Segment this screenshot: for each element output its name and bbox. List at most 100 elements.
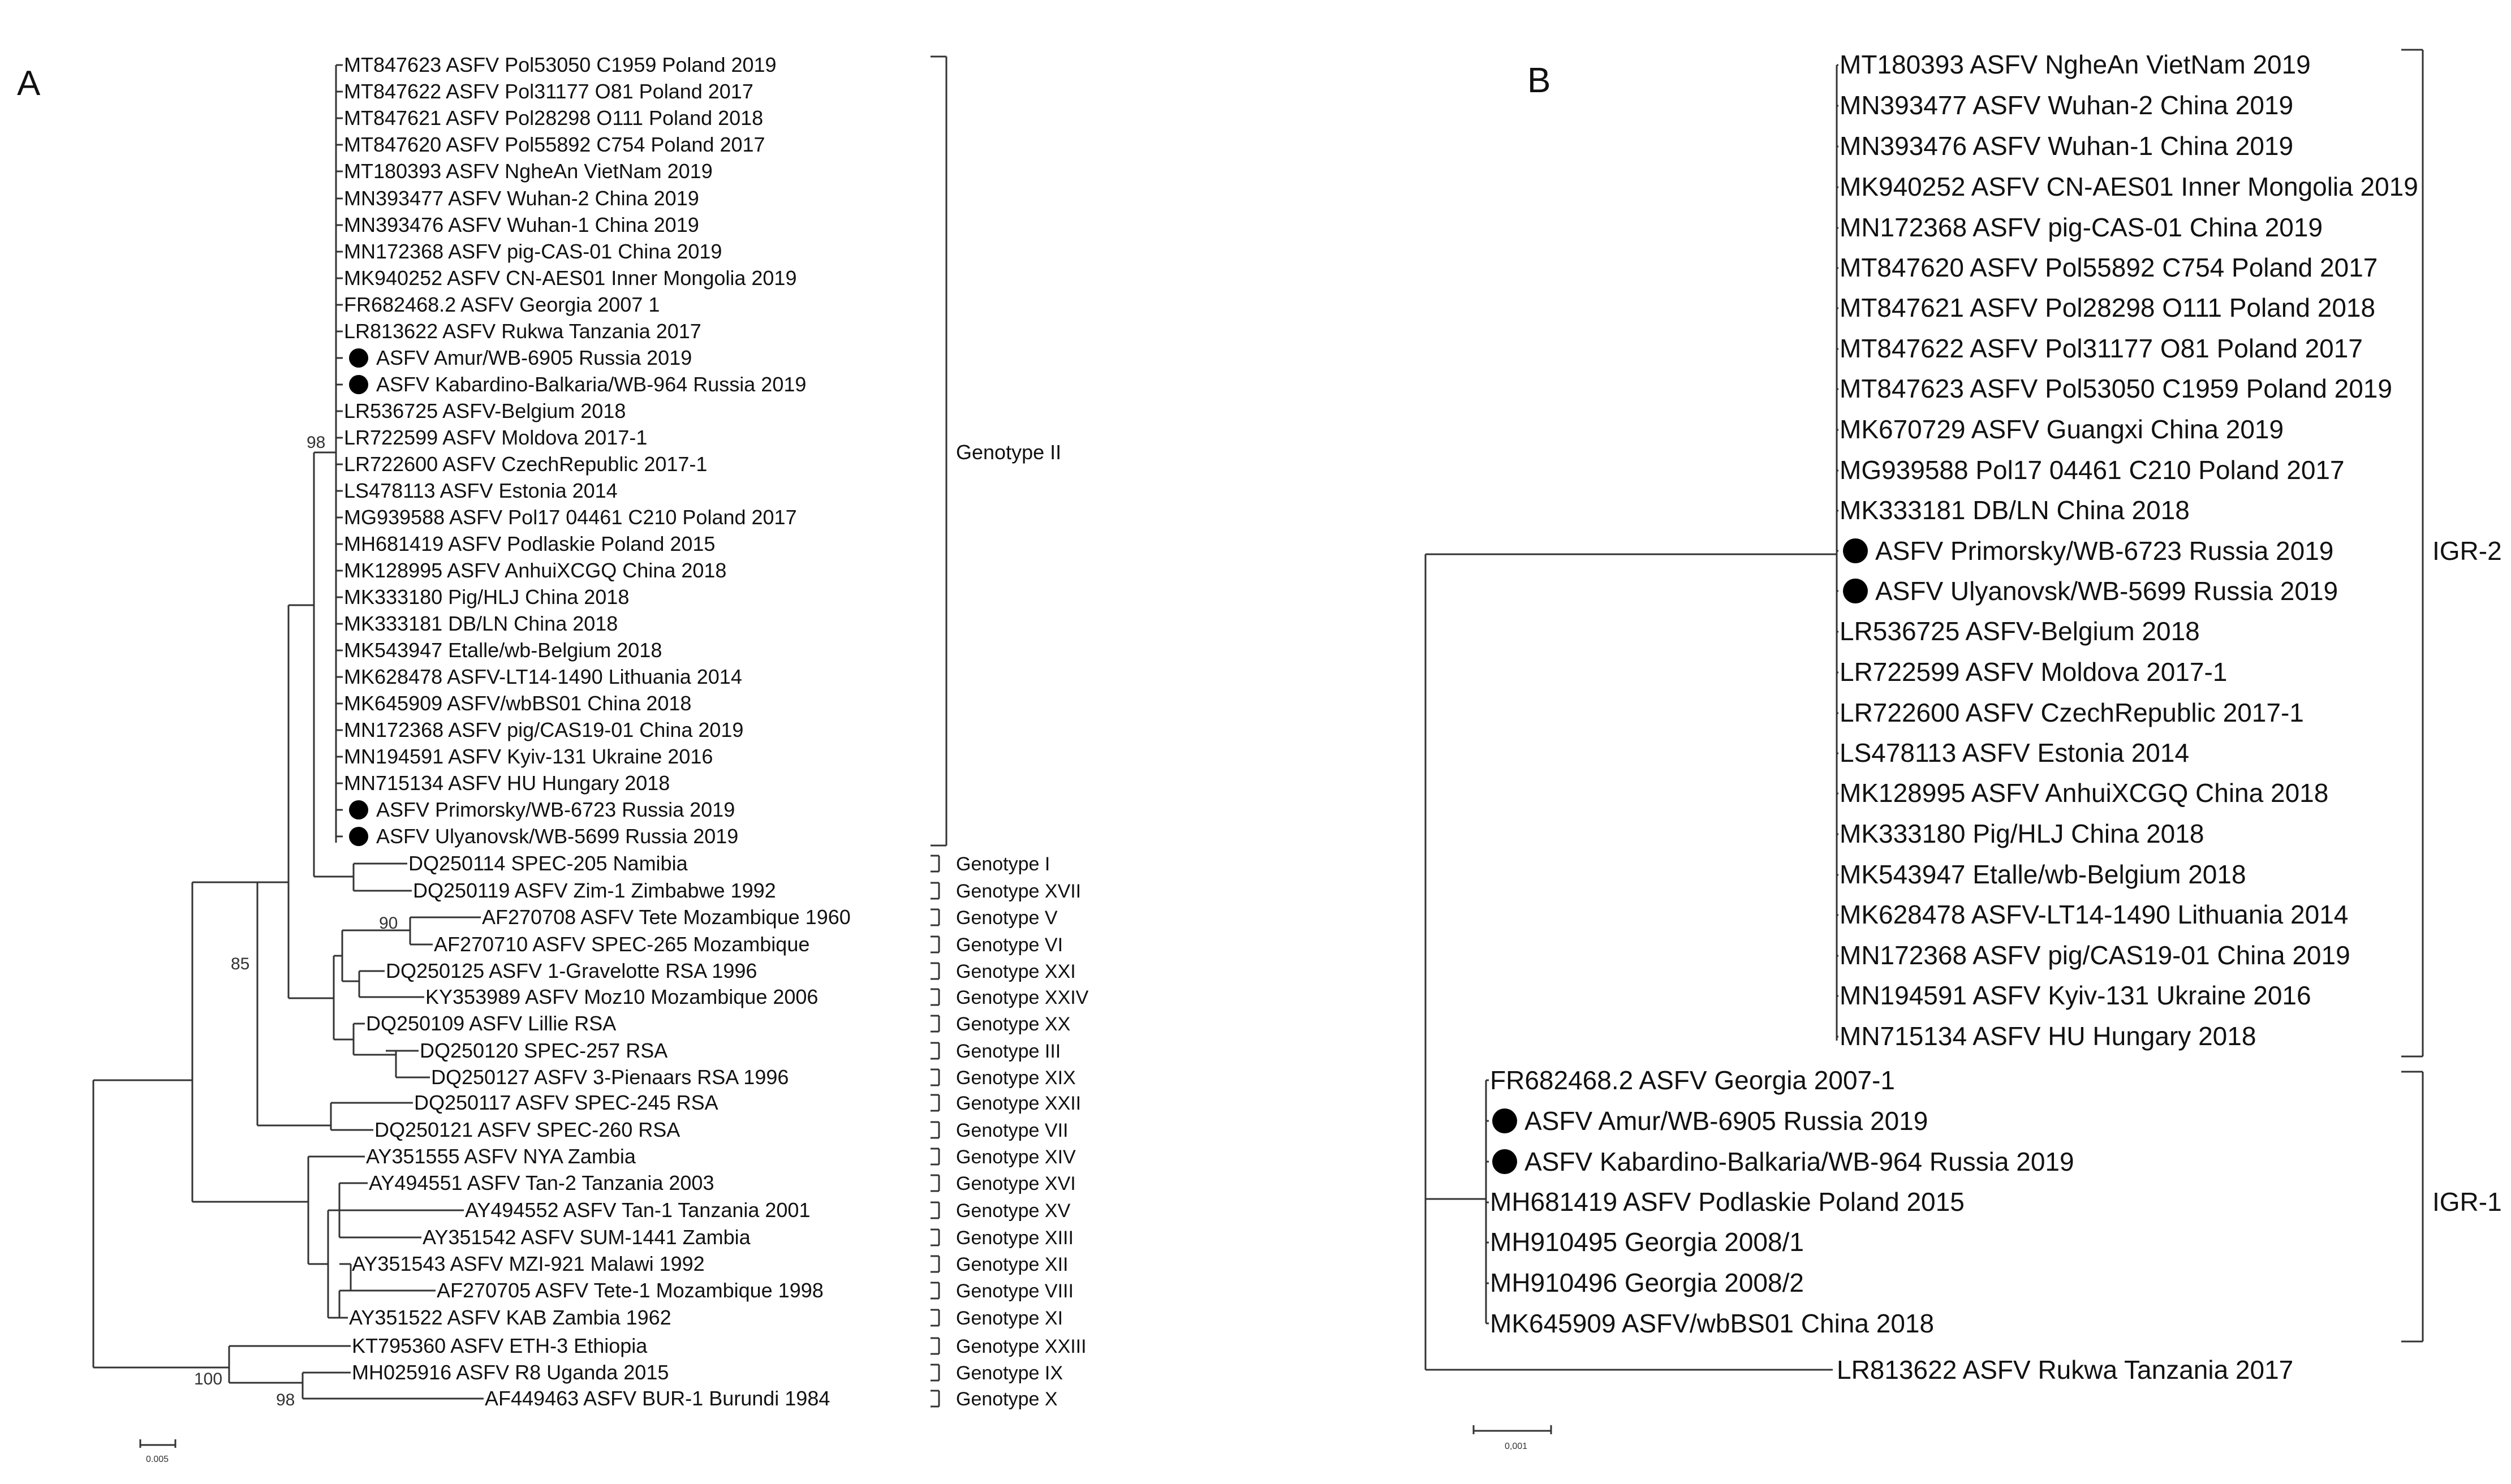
panel-a-taxon: MT847620 ASFV Pol55892 C754 Poland 2017 (344, 133, 765, 156)
genotype-label: Genotype VIII (956, 1280, 1074, 1302)
panel-b-taxon: LR722599 ASFV Moldova 2017-1 (1840, 657, 2227, 687)
genotype-label: Genotype XVI (956, 1173, 1076, 1194)
panel-b-taxon: FR682468.2 ASFV Georgia 2007-1 (1490, 1065, 1895, 1095)
panel-a-taxon: MN715134 ASFV HU Hungary 2018 (344, 771, 670, 795)
panel-a-taxon: MK333181 DB/LN China 2018 (344, 612, 618, 635)
panel-b-taxon: LR813622 ASFV Rukwa Tanzania 2017 (1837, 1355, 2293, 1384)
panel-b-taxon: MN393476 ASFV Wuhan-1 China 2019 (1840, 131, 2293, 161)
panel-a-taxon: AF270708 ASFV Tete Mozambique 1960 (482, 905, 851, 929)
panel-a-taxon: MK333180 Pig/HLJ China 2018 (344, 585, 629, 609)
panel-b-taxon: ASFV Kabardino-Balkaria/WB-964 Russia 20… (1524, 1147, 2074, 1176)
panel-a-taxon: MT180393 ASFV NgheAn VietNam 2019 (344, 159, 713, 183)
panel-a-taxon: MK645909 ASFV/wbBS01 China 2018 (344, 692, 691, 715)
panel-b-taxon: MN172368 ASFV pig/CAS19-01 China 2019 (1840, 941, 2350, 970)
panel-b-group-brackets: IGR-2 IGR-1 (2401, 49, 2502, 1343)
russian-isolate-marker (349, 348, 368, 368)
genotype-label: Genotype XVII (956, 881, 1081, 902)
russian-isolate-marker (1492, 1108, 1517, 1133)
panel-a-taxon: MK543947 Etalle/wb-Belgium 2018 (344, 639, 662, 662)
panel-a-bootstrap-98-top: 98 (307, 433, 325, 452)
panel-b-taxon: MT847623 ASFV Pol53050 C1959 Poland 2019 (1840, 374, 2392, 403)
panel-a-genotype-small-brackets: Genotype I Genotype XVII Genotype V Genotyp… (931, 853, 1089, 1410)
panel-a-label: A (17, 64, 41, 103)
panel-a-scale-value: 0.005 (146, 1455, 169, 1464)
panel-b-taxon: MK128995 ASFV AnhuiXCGQ China 2018 (1840, 778, 2328, 808)
panel-a-taxon: MN172368 ASFV pig-CAS-01 China 2019 (344, 240, 722, 263)
genotype-label: Genotype XIX (956, 1067, 1076, 1089)
panel-a-bootstrap-100: 100 (194, 1370, 222, 1388)
panel-b-taxon: LR536725 ASFV-Belgium 2018 (1840, 616, 2200, 646)
russian-isolate-marker (1843, 579, 1868, 603)
russian-isolate-marker (349, 375, 368, 394)
panel-a-taxon: MT847622 ASFV Pol31177 O81 Poland 2017 (344, 80, 753, 103)
panel-a-taxon: MT847621 ASFV Pol28298 O111 Poland 2018 (344, 106, 763, 130)
panel-a-taxon: DQ250109 ASFV Lillie RSA (366, 1012, 616, 1035)
panel-b-taxon: MG939588 Pol17 04461 C210 Poland 2017 (1840, 455, 2345, 485)
genotype-label: Genotype XIII (956, 1227, 1074, 1249)
panel-a-taxon: MK128995 ASFV AnhuiXCGQ China 2018 (344, 559, 726, 582)
panel-b-taxon: MK543947 Etalle/wb-Belgium 2018 (1840, 860, 2246, 889)
genotype-ii-label: Genotype II (956, 441, 1061, 464)
panel-a-taxon: LR536725 ASFV-Belgium 2018 (344, 399, 626, 422)
panel-a-taxon: AY494551 ASFV Tan-2 Tanzania 2003 (369, 1171, 714, 1194)
panel-b-taxon: LS478113 ASFV Estonia 2014 (1840, 738, 2189, 767)
panel-b-label: B (1527, 61, 1550, 100)
panel-b-taxa: MT180393 ASFV NgheAn VietNam 2019 MN3934… (1490, 50, 2418, 1384)
genotype-label: Genotype XIV (956, 1146, 1076, 1168)
panel-a-taxon: MN393477 ASFV Wuhan-2 China 2019 (344, 187, 699, 210)
genotype-label: Genotype XXI (956, 961, 1076, 982)
panel-a-taxon: DQ250114 SPEC-205 Namibia (408, 852, 688, 875)
panel-a-taxon: MG939588 ASFV Pol17 04461 C210 Poland 20… (344, 506, 797, 529)
panel-b-taxon: MK645909 ASFV/wbBS01 China 2018 (1490, 1309, 1934, 1338)
panel-b-taxon: MN194591 ASFV Kyiv-131 Ukraine 2016 (1840, 981, 2311, 1010)
genotype-label: Genotype IX (956, 1362, 1063, 1384)
panel-a-taxon: MN393476 ASFV Wuhan-1 China 2019 (344, 213, 699, 236)
panel-a-taxon: AF270705 ASFV Tete-1 Mozambique 1998 (437, 1279, 824, 1302)
panel-a-taxon: DQ250119 ASFV Zim-1 Zimbabwe 1992 (413, 879, 776, 902)
panel-a-taxa: MT847623 ASFV Pol53050 C1959 Poland 2019… (344, 53, 851, 1410)
panel-a-taxon: AY494552 ASFV Tan-1 Tanzania 2001 (465, 1198, 810, 1222)
panel-a-taxon: AY351555 ASFV NYA Zambia (366, 1145, 636, 1168)
panel-a-taxon: AF270710 ASFV SPEC-265 Mozambique (434, 933, 809, 956)
genotype-label: Genotype XX (956, 1013, 1070, 1035)
panel-a-taxon: ASFV Ulyanovsk/WB-5699 Russia 2019 (376, 825, 738, 848)
panel-b-taxon: MH910495 Georgia 2008/1 (1490, 1227, 1804, 1257)
panel-b-taxon: MT847622 ASFV Pol31177 O81 Poland 2017 (1840, 334, 2363, 363)
panel-b-taxon: MN715134 ASFV HU Hungary 2018 (1840, 1021, 2256, 1051)
panel-a-taxon: AY351543 ASFV MZI-921 Malawi 1992 (352, 1252, 705, 1275)
panel-a-taxon: AF449463 ASFV BUR-1 Burundi 1984 (485, 1387, 830, 1410)
panel-b-taxon: MK628478 ASFV-LT14-1490 Lithuania 2014 (1840, 900, 2348, 929)
genotype-label: Genotype XV (956, 1200, 1071, 1222)
genotype-label: Genotype XXIV (956, 987, 1089, 1008)
panel-b-leaf-stems (1486, 64, 1838, 1325)
panel-a-taxon: MK940252 ASFV CN-AES01 Inner Mongolia 20… (344, 266, 796, 290)
panel-a-taxon: ASFV Primorsky/WB-6723 Russia 2019 (376, 798, 735, 821)
panel-a-taxon: KY353989 ASFV Moz10 Mozambique 2006 (425, 985, 818, 1008)
genotype-label: Genotype XI (956, 1308, 1063, 1329)
russian-isolate-marker (349, 827, 368, 846)
genotype-label: Genotype I (956, 853, 1050, 875)
panel-b-tree-branches (1424, 65, 1838, 1371)
panel-a-bootstrap-98-bottom: 98 (276, 1391, 295, 1409)
panel-a-taxon: ASFV Amur/WB-6905 Russia 2019 (376, 346, 692, 369)
panel-a-taxon: LS478113 ASFV Estonia 2014 (344, 479, 618, 502)
russian-isolate-marker (1843, 538, 1868, 563)
panel-a-taxon: LR722600 ASFV CzechRepublic 2017-1 (344, 452, 707, 476)
panel-a-taxon: AY351522 ASFV KAB Zambia 1962 (349, 1306, 671, 1329)
panel-a-taxon: MH025916 ASFV R8 Uganda 2015 (352, 1361, 669, 1384)
panel-a-genotype-ii-clade (335, 64, 343, 843)
panel-a-genotype-brackets: Genotype II (931, 55, 1061, 847)
panel-a-scale-bar: 0.005 (139, 1439, 176, 1464)
panel-b-taxon: MT847620 ASFV Pol55892 C754 Poland 2017 (1840, 253, 2378, 282)
russian-isolate-marker (349, 800, 368, 819)
panel-b-taxon: LR722600 ASFV CzechRepublic 2017-1 (1840, 698, 2304, 727)
genotype-label: Genotype VI (956, 934, 1063, 956)
panel-a-taxon: DQ250120 SPEC-257 RSA (420, 1039, 667, 1062)
panel-a-tree-branches (92, 451, 484, 1400)
panel-b-taxon: MT180393 ASFV NgheAn VietNam 2019 (1840, 50, 2311, 79)
panel-a-taxon: MN194591 ASFV Kyiv-131 Ukraine 2016 (344, 745, 713, 768)
panel-b-taxon: MH681419 ASFV Podlaskie Poland 2015 (1490, 1187, 1965, 1216)
panel-b-taxon: ASFV Primorsky/WB-6723 Russia 2019 (1875, 536, 2333, 566)
panel-b-taxon: MK333181 DB/LN China 2018 (1840, 495, 2190, 525)
